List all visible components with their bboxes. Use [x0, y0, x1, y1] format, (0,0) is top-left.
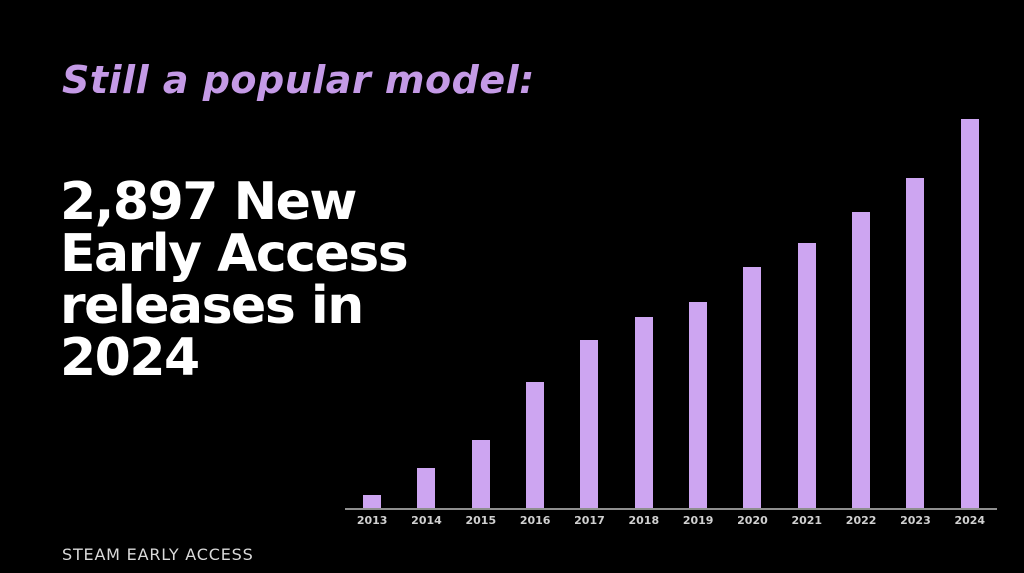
headline-line-3: releases in — [60, 276, 364, 336]
bar-column-2023: 2023 — [888, 119, 942, 530]
bars-area: 2013 2014 2015 2016 2017 2018 2019 2020 2021 2022… — [345, 119, 997, 530]
headline: 2,897 New Early Access releases in 2024 — [60, 172, 409, 388]
bar-column-2021: 2021 — [780, 119, 834, 530]
bar-2020 — [743, 267, 762, 508]
bar-column-2020: 2020 — [725, 119, 779, 530]
source-label: STEAM EARLY ACCESS — [62, 545, 254, 564]
x-tick-label-2023: 2023 — [900, 514, 931, 527]
x-tick-label-2019: 2019 — [682, 514, 714, 527]
x-tick-label-2017: 2017 — [574, 514, 605, 527]
bar-2023 — [906, 178, 925, 508]
bar-column-2022: 2022 — [834, 119, 888, 530]
kicker-title: Still a popular model: — [62, 58, 535, 102]
bar-column-2014: 2014 — [399, 119, 453, 530]
bar-column-2018: 2018 — [617, 119, 671, 530]
headline-line-2: Early Access — [60, 224, 409, 284]
bar-2016 — [526, 382, 545, 508]
bar-column-2019: 2019 — [671, 119, 725, 530]
x-tick-label-2014: 2014 — [411, 514, 442, 527]
bar-column-2013: 2013 — [345, 119, 399, 530]
bar-column-2015: 2015 — [454, 119, 508, 530]
bar-2021 — [797, 243, 816, 508]
x-tick-label-2024: 2024 — [954, 514, 986, 527]
bar-2017 — [580, 340, 599, 508]
x-tick-label-2022: 2022 — [845, 514, 877, 527]
bar-2018 — [634, 317, 653, 508]
bar-2019 — [689, 302, 708, 508]
x-tick-label-2013: 2013 — [356, 514, 388, 527]
bar-column-2016: 2016 — [508, 119, 562, 530]
bar-2013 — [363, 495, 382, 508]
x-tick-label-2016: 2016 — [519, 514, 551, 527]
bar-2024 — [960, 119, 979, 508]
bar-column-2024: 2024 — [943, 119, 997, 530]
x-axis-line — [345, 508, 997, 510]
x-tick-label-2021: 2021 — [791, 514, 823, 527]
headline-line-4: 2024 — [60, 328, 200, 388]
bar-column-2017: 2017 — [562, 119, 616, 530]
x-tick-label-2018: 2018 — [628, 514, 660, 527]
x-tick-label-2020: 2020 — [737, 514, 768, 527]
headline-line-1: 2,897 New — [60, 172, 357, 232]
x-tick-label-2015: 2015 — [465, 514, 497, 527]
bar-2022 — [852, 212, 871, 508]
bar-2015 — [471, 440, 490, 508]
bar-2014 — [417, 468, 436, 508]
bar-chart: 2013 2014 2015 2016 2017 2018 2019 2020 2021 2022… — [345, 119, 997, 530]
